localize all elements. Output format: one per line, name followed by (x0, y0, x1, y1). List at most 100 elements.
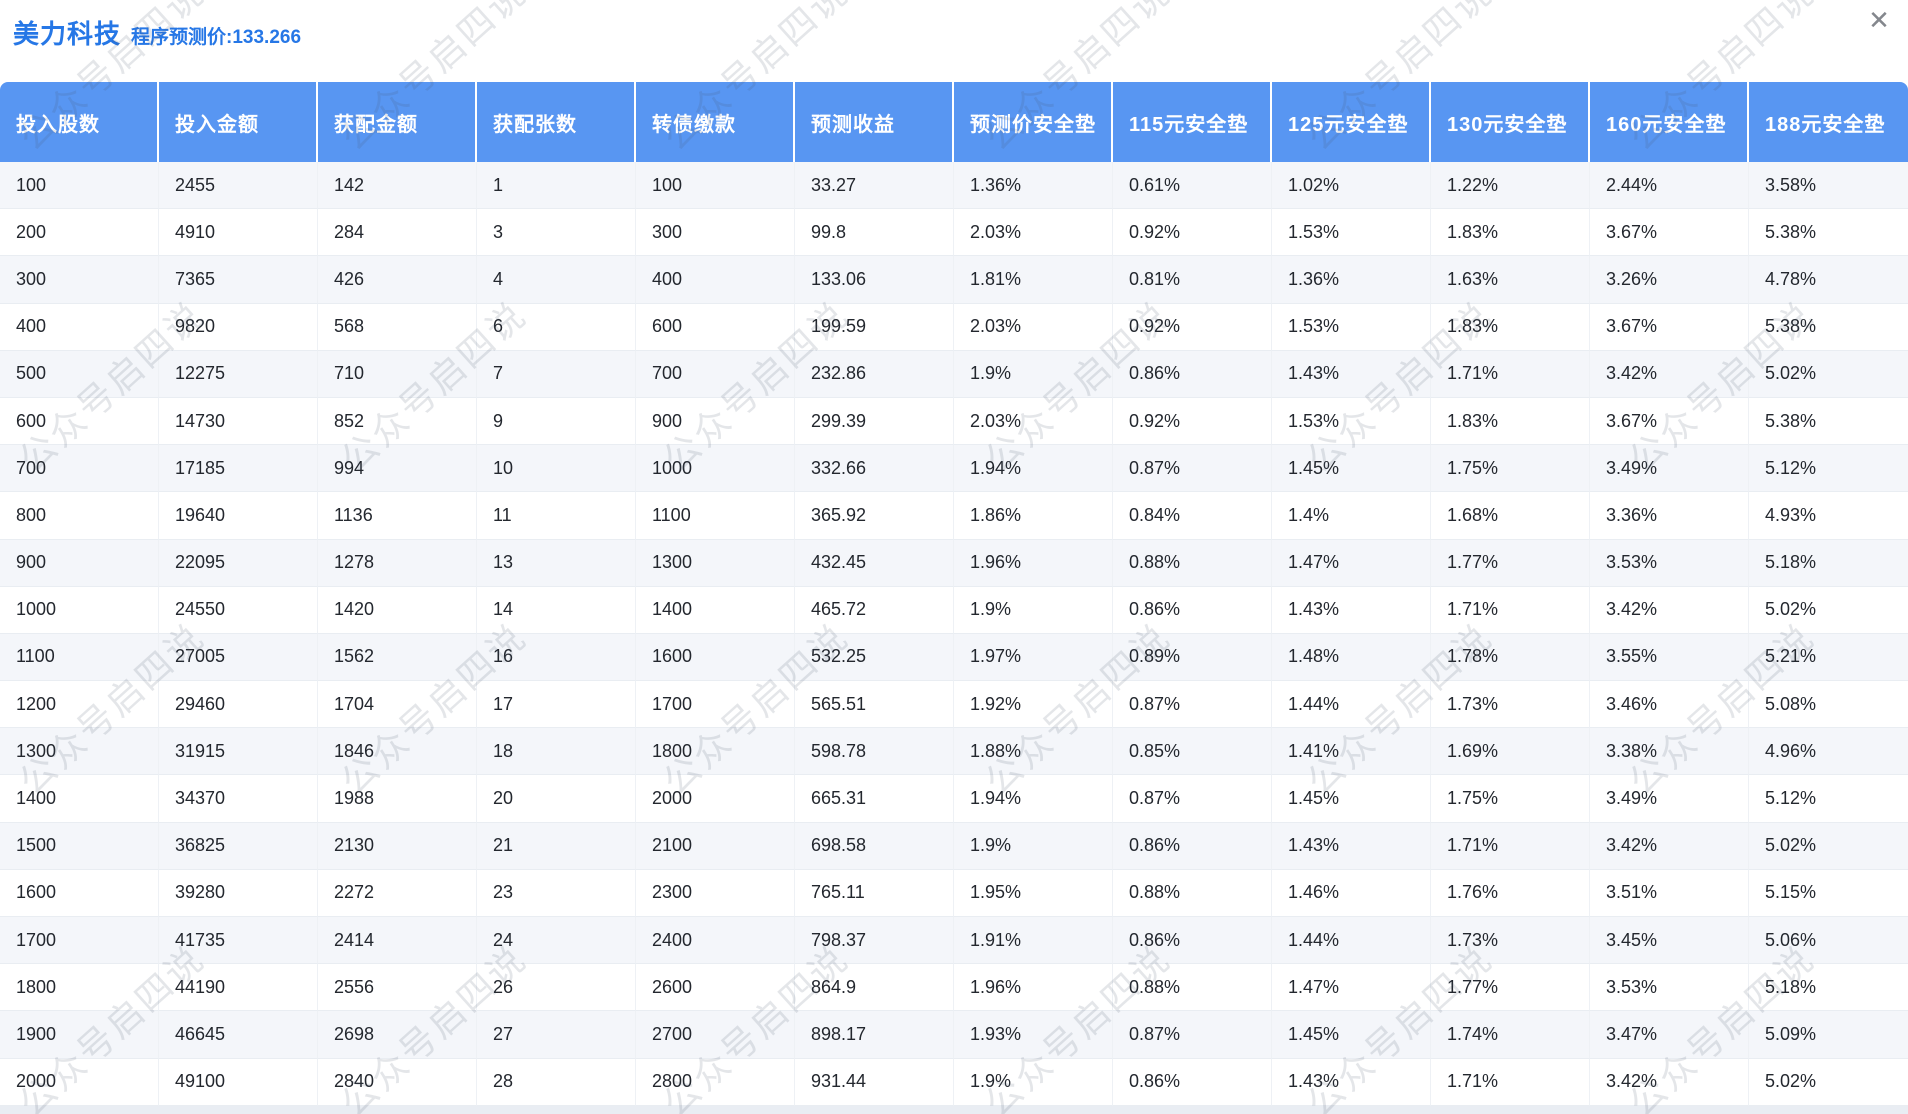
cell: 1300 (636, 539, 795, 587)
cell: 2455 (159, 162, 318, 210)
bottom-scroll-track[interactable] (0, 1106, 1908, 1114)
cell: 3.42% (1590, 586, 1749, 634)
cell: 28 (477, 1058, 636, 1106)
cell: 4910 (159, 209, 318, 257)
cell: 1.96% (954, 539, 1113, 587)
cell: 1.41% (1272, 728, 1431, 776)
cell: 23 (477, 869, 636, 917)
cell: 17185 (159, 445, 318, 493)
cell: 12275 (159, 350, 318, 398)
cell: 4.78% (1749, 256, 1908, 304)
column-header: 115元安全垫 (1113, 82, 1272, 162)
cell: 200 (0, 209, 159, 257)
cell: 133.06 (795, 256, 954, 304)
cell: 10 (477, 445, 636, 493)
cell: 299.39 (795, 397, 954, 446)
cell: 27 (477, 1011, 636, 1059)
cell: 0.61% (1113, 162, 1272, 210)
cell: 1.9% (954, 822, 1113, 870)
cell: 1.47% (1272, 539, 1431, 587)
cell: 3.53% (1590, 539, 1749, 587)
cell: 5.12% (1749, 445, 1908, 493)
cell: 39280 (159, 869, 318, 917)
cell: 0.92% (1113, 209, 1272, 257)
cell: 2600 (636, 964, 795, 1012)
cell: 5.02% (1749, 586, 1908, 634)
cell: 1.76% (1431, 869, 1590, 917)
cell: 26 (477, 964, 636, 1012)
cell: 2.03% (954, 209, 1113, 257)
cell: 798.37 (795, 917, 954, 965)
cell: 1.71% (1431, 1058, 1590, 1106)
cell: 3.42% (1590, 350, 1749, 398)
cell: 1.75% (1431, 445, 1590, 493)
cell: 1.71% (1431, 822, 1590, 870)
cell: 24 (477, 917, 636, 965)
table-row: 700 17185 994 10 1000 332.66 1.94% 0.87% 1.45% 1.… (0, 445, 1908, 493)
cell: 1.9% (954, 1058, 1113, 1106)
cell: 5.38% (1749, 303, 1908, 351)
cell: 9820 (159, 303, 318, 351)
table-row: 1200 29460 1704 17 1700 565.51 1.92% 0.87% 1.44%… (0, 681, 1908, 729)
cell: 400 (636, 256, 795, 304)
cell: 0.88% (1113, 869, 1272, 917)
cell: 5.18% (1749, 964, 1908, 1012)
cell: 1.95% (954, 869, 1113, 917)
cell: 2130 (318, 822, 477, 870)
cell: 1136 (318, 492, 477, 540)
column-header: 投入股数 (0, 82, 159, 162)
cell: 0.88% (1113, 539, 1272, 587)
close-icon[interactable]: ✕ (1868, 5, 1890, 35)
cell: 5.08% (1749, 681, 1908, 729)
stock-title: 美力科技 (13, 19, 122, 49)
cell: 5.12% (1749, 775, 1908, 823)
cell: 2414 (318, 917, 477, 965)
cell: 600 (0, 397, 159, 446)
cell: 5.38% (1749, 397, 1908, 446)
column-header: 188元安全垫 (1749, 82, 1908, 162)
cell: 5.38% (1749, 209, 1908, 257)
cell: 14730 (159, 397, 318, 446)
cell: 1.73% (1431, 917, 1590, 965)
cell: 100 (0, 162, 159, 210)
cell: 3.42% (1590, 822, 1749, 870)
cell: 21 (477, 822, 636, 870)
cell: 36825 (159, 822, 318, 870)
column-header: 获配张数 (477, 82, 636, 162)
title-group: 美力科技 程序预测价:133.266 (13, 14, 301, 51)
table-row: 1400 34370 1988 20 2000 665.31 1.94% 0.87% 1.45%… (0, 775, 1908, 823)
cell: 1.43% (1272, 586, 1431, 634)
cell: 0.87% (1113, 1011, 1272, 1059)
cell: 700 (0, 445, 159, 493)
cell: 1.53% (1272, 209, 1431, 257)
cell: 2800 (636, 1058, 795, 1106)
cell: 0.88% (1113, 964, 1272, 1012)
cell: 2698 (318, 1011, 477, 1059)
cell: 1.75% (1431, 775, 1590, 823)
column-header: 获配金额 (318, 82, 477, 162)
cell: 31915 (159, 728, 318, 776)
cell: 284 (318, 209, 477, 257)
cell: 2000 (636, 775, 795, 823)
cell: 665.31 (795, 775, 954, 823)
cell: 5.06% (1749, 917, 1908, 965)
table-row: 800 19640 1136 11 1100 365.92 1.86% 0.84% 1.4% 1.… (0, 492, 1908, 540)
cell: 17 (477, 681, 636, 729)
cell: 332.66 (795, 445, 954, 493)
cell: 2.03% (954, 303, 1113, 351)
cell: 532.25 (795, 633, 954, 682)
cell: 1.77% (1431, 539, 1590, 587)
cell: 2840 (318, 1058, 477, 1106)
cell: 2272 (318, 869, 477, 917)
cell: 1.74% (1431, 1011, 1590, 1059)
table-row: 300 7365 426 4 400 133.06 1.81% 0.81% 1.36% 1.63%… (0, 256, 1908, 304)
cell: 1900 (0, 1011, 159, 1059)
cell: 1562 (318, 633, 477, 682)
cell: 1.47% (1272, 964, 1431, 1012)
cell: 994 (318, 445, 477, 493)
cell: 4.96% (1749, 728, 1908, 776)
cell: 852 (318, 397, 477, 446)
cell: 1100 (0, 633, 159, 682)
cell: 24550 (159, 586, 318, 634)
cell: 931.44 (795, 1058, 954, 1106)
